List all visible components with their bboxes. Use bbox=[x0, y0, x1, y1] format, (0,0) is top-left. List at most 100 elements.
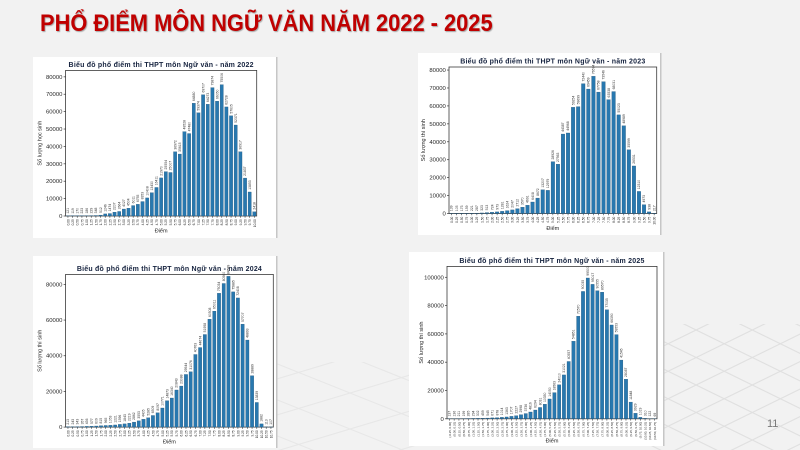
svg-text:8.75: 8.75 bbox=[627, 216, 631, 222]
svg-text:36972: 36972 bbox=[173, 140, 177, 150]
svg-text:36917: 36917 bbox=[239, 140, 243, 150]
svg-text:938: 938 bbox=[647, 204, 651, 210]
svg-text:(8.25, 8.50]: (8.25, 8.50] bbox=[610, 422, 614, 437]
svg-text:(6.25, 6.50]: (6.25, 6.50] bbox=[572, 422, 576, 437]
svg-text:436: 436 bbox=[85, 418, 89, 424]
svg-text:1014: 1014 bbox=[500, 408, 504, 416]
svg-text:60000: 60000 bbox=[429, 104, 446, 110]
svg-text:8.25: 8.25 bbox=[617, 216, 621, 222]
svg-text:302: 302 bbox=[476, 410, 480, 416]
svg-text:221: 221 bbox=[470, 205, 474, 211]
svg-text:0: 0 bbox=[441, 417, 445, 423]
svg-text:4816: 4816 bbox=[529, 402, 533, 410]
svg-text:4691: 4691 bbox=[526, 195, 530, 203]
svg-text:(9.75, 10.00]: (9.75, 10.00] bbox=[639, 422, 643, 438]
svg-text:72570: 72570 bbox=[576, 304, 580, 314]
svg-text:7.00: 7.00 bbox=[197, 219, 201, 225]
svg-text:6.75: 6.75 bbox=[192, 219, 196, 225]
svg-text:6.00: 6.00 bbox=[180, 430, 184, 436]
svg-text:6.50: 6.50 bbox=[582, 216, 586, 222]
svg-text:8.25: 8.25 bbox=[220, 219, 224, 225]
svg-text:7.25: 7.25 bbox=[202, 219, 206, 225]
svg-text:1019: 1019 bbox=[639, 408, 643, 416]
svg-text:26531: 26531 bbox=[632, 154, 636, 164]
svg-text:2.75: 2.75 bbox=[506, 216, 510, 222]
svg-text:2862: 2862 bbox=[132, 412, 136, 420]
svg-text:95017: 95017 bbox=[591, 273, 595, 283]
svg-text:3.00: 3.00 bbox=[122, 219, 126, 225]
svg-text:6408: 6408 bbox=[531, 192, 535, 200]
svg-text:9.00: 9.00 bbox=[632, 216, 636, 222]
svg-text:55023: 55023 bbox=[617, 103, 621, 113]
svg-text:1.00: 1.00 bbox=[85, 219, 89, 225]
svg-text:89570: 89570 bbox=[600, 280, 604, 290]
svg-text:3570: 3570 bbox=[521, 197, 525, 205]
svg-text:75885: 75885 bbox=[231, 280, 235, 290]
svg-text:Điểm: Điểm bbox=[546, 225, 559, 232]
svg-text:2207: 2207 bbox=[113, 202, 117, 210]
svg-text:5.25: 5.25 bbox=[164, 219, 168, 225]
svg-text:10350: 10350 bbox=[543, 392, 547, 402]
svg-text:2.00: 2.00 bbox=[490, 216, 494, 222]
svg-text:1.00: 1.00 bbox=[85, 430, 89, 436]
svg-text:(3.00, 3.25]: (3.00, 3.25] bbox=[510, 422, 514, 437]
svg-text:40557: 40557 bbox=[567, 350, 571, 360]
svg-text:72408: 72408 bbox=[236, 286, 240, 296]
svg-text:67758: 67758 bbox=[597, 80, 601, 90]
svg-text:40763: 40763 bbox=[194, 343, 198, 353]
svg-text:(2.75, 3.00]: (2.75, 3.00] bbox=[505, 422, 509, 437]
svg-text:(0.75, 1.00]: (0.75, 1.00] bbox=[467, 422, 471, 437]
svg-text:Số lượng thí sinh: Số lượng thí sinh bbox=[421, 119, 427, 161]
svg-text:(0.25, 0.50]: (0.25, 0.50] bbox=[457, 422, 461, 437]
svg-text:48893: 48893 bbox=[246, 328, 250, 338]
svg-text:9.75: 9.75 bbox=[648, 216, 652, 222]
svg-text:60000: 60000 bbox=[46, 318, 63, 324]
svg-text:(7.25, 7.50]: (7.25, 7.50] bbox=[591, 422, 595, 437]
svg-text:3736: 3736 bbox=[524, 404, 528, 412]
svg-text:84589: 84589 bbox=[227, 265, 231, 275]
svg-text:14873: 14873 bbox=[165, 389, 169, 399]
svg-text:59254: 59254 bbox=[571, 96, 575, 106]
svg-text:21837: 21837 bbox=[243, 166, 247, 176]
svg-text:(9.50, 9.75]: (9.50, 9.75] bbox=[634, 422, 638, 437]
svg-text:6.25: 6.25 bbox=[577, 216, 581, 222]
svg-text:70000: 70000 bbox=[46, 92, 63, 98]
svg-text:8031: 8031 bbox=[538, 398, 542, 406]
svg-text:5.25: 5.25 bbox=[556, 216, 560, 222]
svg-text:2712: 2712 bbox=[516, 199, 520, 207]
svg-text:243: 243 bbox=[71, 419, 75, 425]
svg-text:62728: 62728 bbox=[225, 95, 229, 105]
svg-text:6755: 6755 bbox=[136, 194, 140, 202]
svg-text:(5.00, 5.25]: (5.00, 5.25] bbox=[548, 422, 552, 437]
svg-text:1624: 1624 bbox=[505, 201, 509, 209]
svg-text:545: 545 bbox=[486, 410, 490, 416]
svg-text:(4.00, 4.25]: (4.00, 4.25] bbox=[529, 422, 533, 437]
svg-text:7.50: 7.50 bbox=[602, 216, 606, 222]
svg-text:60000: 60000 bbox=[46, 110, 63, 116]
svg-text:25007: 25007 bbox=[169, 161, 173, 171]
svg-text:64880: 64880 bbox=[192, 92, 196, 102]
svg-text:3.50: 3.50 bbox=[521, 216, 525, 222]
svg-text:10000: 10000 bbox=[46, 197, 63, 203]
svg-text:(1.75, 2.00]: (1.75, 2.00] bbox=[486, 422, 490, 437]
svg-text:4.25: 4.25 bbox=[536, 216, 540, 222]
svg-text:66390: 66390 bbox=[610, 313, 614, 323]
svg-text:(3.75, 4.00]: (3.75, 4.00] bbox=[524, 422, 528, 437]
svg-text:7.25: 7.25 bbox=[203, 430, 207, 436]
svg-text:609: 609 bbox=[94, 418, 98, 424]
svg-text:60508: 60508 bbox=[208, 307, 212, 317]
svg-text:173: 173 bbox=[460, 205, 464, 211]
svg-text:323: 323 bbox=[480, 205, 484, 211]
svg-text:57707: 57707 bbox=[241, 312, 245, 322]
svg-text:66050: 66050 bbox=[215, 89, 219, 99]
svg-text:6.50: 6.50 bbox=[189, 430, 193, 436]
svg-text:(-0.25, 0.00]: (-0.25, 0.00] bbox=[448, 422, 452, 438]
svg-text:5.00: 5.00 bbox=[160, 219, 164, 225]
svg-text:40000: 40000 bbox=[46, 144, 63, 150]
svg-text:12310: 12310 bbox=[637, 180, 641, 190]
svg-text:8.75: 8.75 bbox=[229, 219, 233, 225]
svg-text:3.50: 3.50 bbox=[132, 430, 136, 436]
svg-text:0.50: 0.50 bbox=[76, 430, 80, 436]
svg-text:(10.25, 10.50]: (10.25, 10.50] bbox=[648, 422, 652, 440]
svg-text:1.00: 1.00 bbox=[470, 216, 474, 222]
